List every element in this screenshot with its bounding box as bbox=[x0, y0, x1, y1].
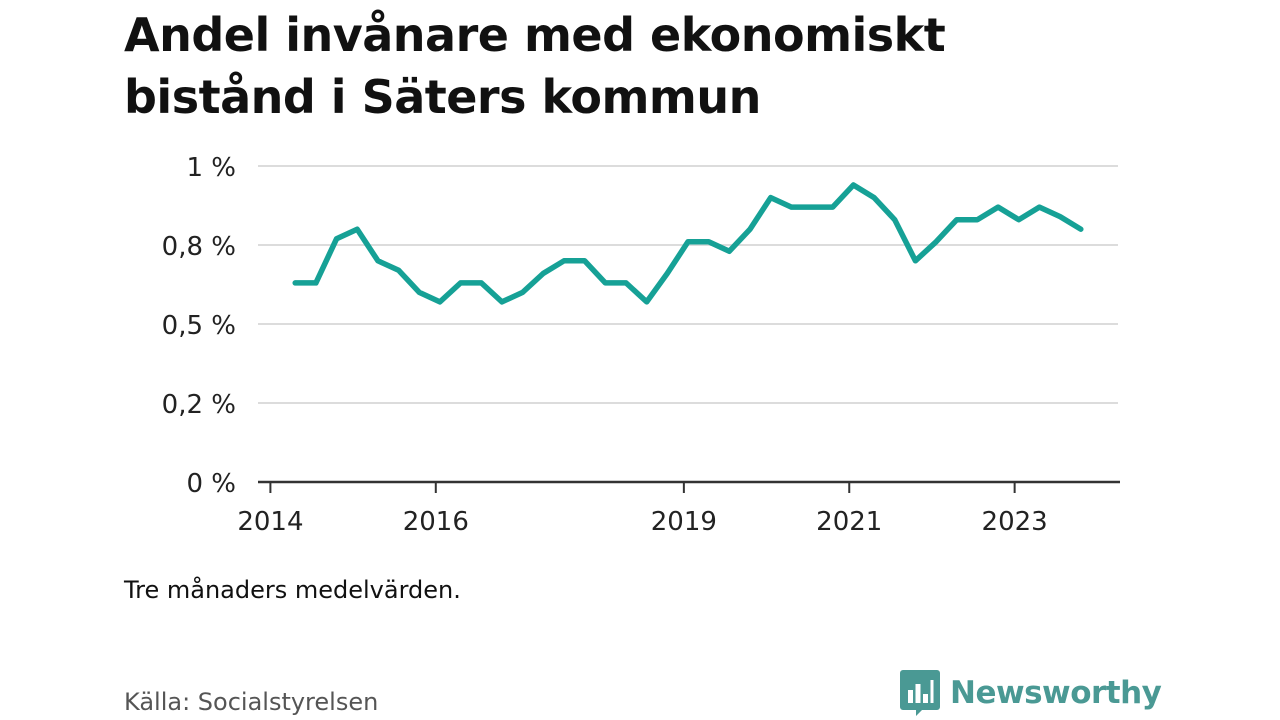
data-point bbox=[644, 299, 649, 305]
data-point bbox=[706, 239, 711, 245]
data-point bbox=[499, 299, 505, 305]
data-point bbox=[623, 280, 629, 286]
data-point bbox=[520, 290, 525, 295]
y-tick-label: 0,5 % bbox=[162, 311, 236, 341]
data-point bbox=[603, 280, 608, 286]
data-point bbox=[458, 280, 463, 286]
y-tick-labels: 0 % 0,2 % 0,5 % 0,8 % 1 % bbox=[162, 153, 236, 499]
data-point bbox=[913, 258, 918, 263]
data-point bbox=[954, 217, 959, 222]
bar-chart-speech-bubble-icon bbox=[900, 670, 940, 716]
data-point bbox=[975, 217, 980, 222]
data-point bbox=[417, 290, 422, 295]
data-point bbox=[582, 258, 587, 263]
x-axis bbox=[258, 480, 1120, 493]
x-tick-label: 2023 bbox=[982, 507, 1048, 537]
y-tick-label: 0,2 % bbox=[162, 390, 236, 420]
x-tick-labels: 2014 2016 2019 2021 2023 bbox=[237, 507, 1047, 537]
data-point bbox=[851, 182, 856, 188]
data-point bbox=[1078, 227, 1083, 232]
data-point bbox=[995, 204, 1001, 210]
data-point bbox=[355, 227, 360, 232]
data-point bbox=[313, 280, 319, 286]
data-point bbox=[892, 217, 897, 222]
data-point bbox=[375, 258, 381, 263]
x-tick-label: 2021 bbox=[816, 507, 882, 537]
data-point bbox=[437, 299, 443, 305]
source-credit: Källa: Socialstyrelsen bbox=[124, 688, 379, 716]
x-tick-label: 2019 bbox=[651, 507, 717, 537]
data-point bbox=[768, 195, 773, 200]
y-tick-label: 1 % bbox=[186, 153, 236, 183]
x-tick-label: 2014 bbox=[237, 507, 303, 537]
data-point bbox=[685, 239, 691, 245]
data-point bbox=[1037, 204, 1042, 210]
data-point bbox=[809, 204, 815, 210]
data-point bbox=[727, 249, 732, 254]
data-point bbox=[665, 271, 670, 276]
chart-note: Tre månaders medelvärden. bbox=[124, 576, 461, 604]
data-point bbox=[541, 271, 546, 276]
data-point bbox=[747, 227, 753, 232]
data-series bbox=[292, 182, 1084, 305]
y-tick-label: 0 % bbox=[186, 469, 236, 499]
data-point bbox=[334, 236, 339, 241]
data-point bbox=[396, 268, 401, 273]
data-point bbox=[871, 195, 877, 200]
brand-logo[interactable]: Newsworthy bbox=[900, 668, 1162, 718]
data-point bbox=[293, 280, 298, 286]
data-point bbox=[561, 258, 567, 263]
data-point bbox=[1016, 217, 1021, 222]
grid-lines bbox=[258, 165, 1118, 404]
data-point bbox=[933, 239, 939, 245]
brand-name: Newsworthy bbox=[950, 675, 1162, 711]
data-point bbox=[830, 204, 835, 210]
y-tick-label: 0,8 % bbox=[162, 232, 236, 262]
data-point bbox=[789, 204, 794, 210]
chart-title: Andel invånare med ekonomiskt bistånd i … bbox=[124, 8, 946, 124]
data-point bbox=[1057, 214, 1063, 219]
data-point bbox=[479, 280, 484, 286]
x-tick-label: 2016 bbox=[403, 507, 469, 537]
